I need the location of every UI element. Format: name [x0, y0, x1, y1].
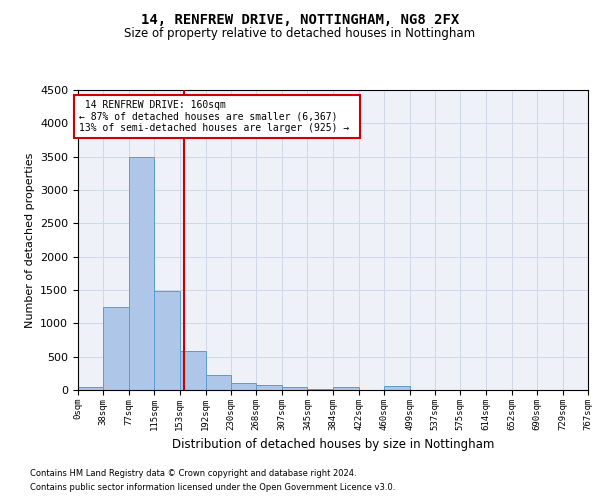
Bar [334, 386, 359, 390]
Y-axis label: Number of detached properties: Number of detached properties [25, 152, 35, 328]
Bar [231, 382, 256, 390]
Bar [256, 384, 282, 390]
Text: 14, RENFREW DRIVE, NOTTINGHAM, NG8 2FX: 14, RENFREW DRIVE, NOTTINGHAM, NG8 2FX [141, 12, 459, 26]
Bar [384, 386, 410, 390]
Bar [282, 388, 307, 390]
Text: Size of property relative to detached houses in Nottingham: Size of property relative to detached ho… [124, 28, 476, 40]
Text: 14 RENFREW DRIVE: 160sqm
← 87% of detached houses are smaller (6,367)
13% of sem: 14 RENFREW DRIVE: 160sqm ← 87% of detach… [79, 100, 355, 133]
Bar [180, 352, 206, 390]
Text: Contains public sector information licensed under the Open Government Licence v3: Contains public sector information licen… [30, 484, 395, 492]
Bar [129, 156, 154, 390]
Bar [154, 292, 180, 390]
Text: Contains HM Land Registry data © Crown copyright and database right 2024.: Contains HM Land Registry data © Crown c… [30, 468, 356, 477]
Bar [206, 374, 231, 390]
X-axis label: Distribution of detached houses by size in Nottingham: Distribution of detached houses by size … [172, 438, 494, 451]
Bar [103, 306, 129, 390]
Bar [78, 386, 103, 390]
